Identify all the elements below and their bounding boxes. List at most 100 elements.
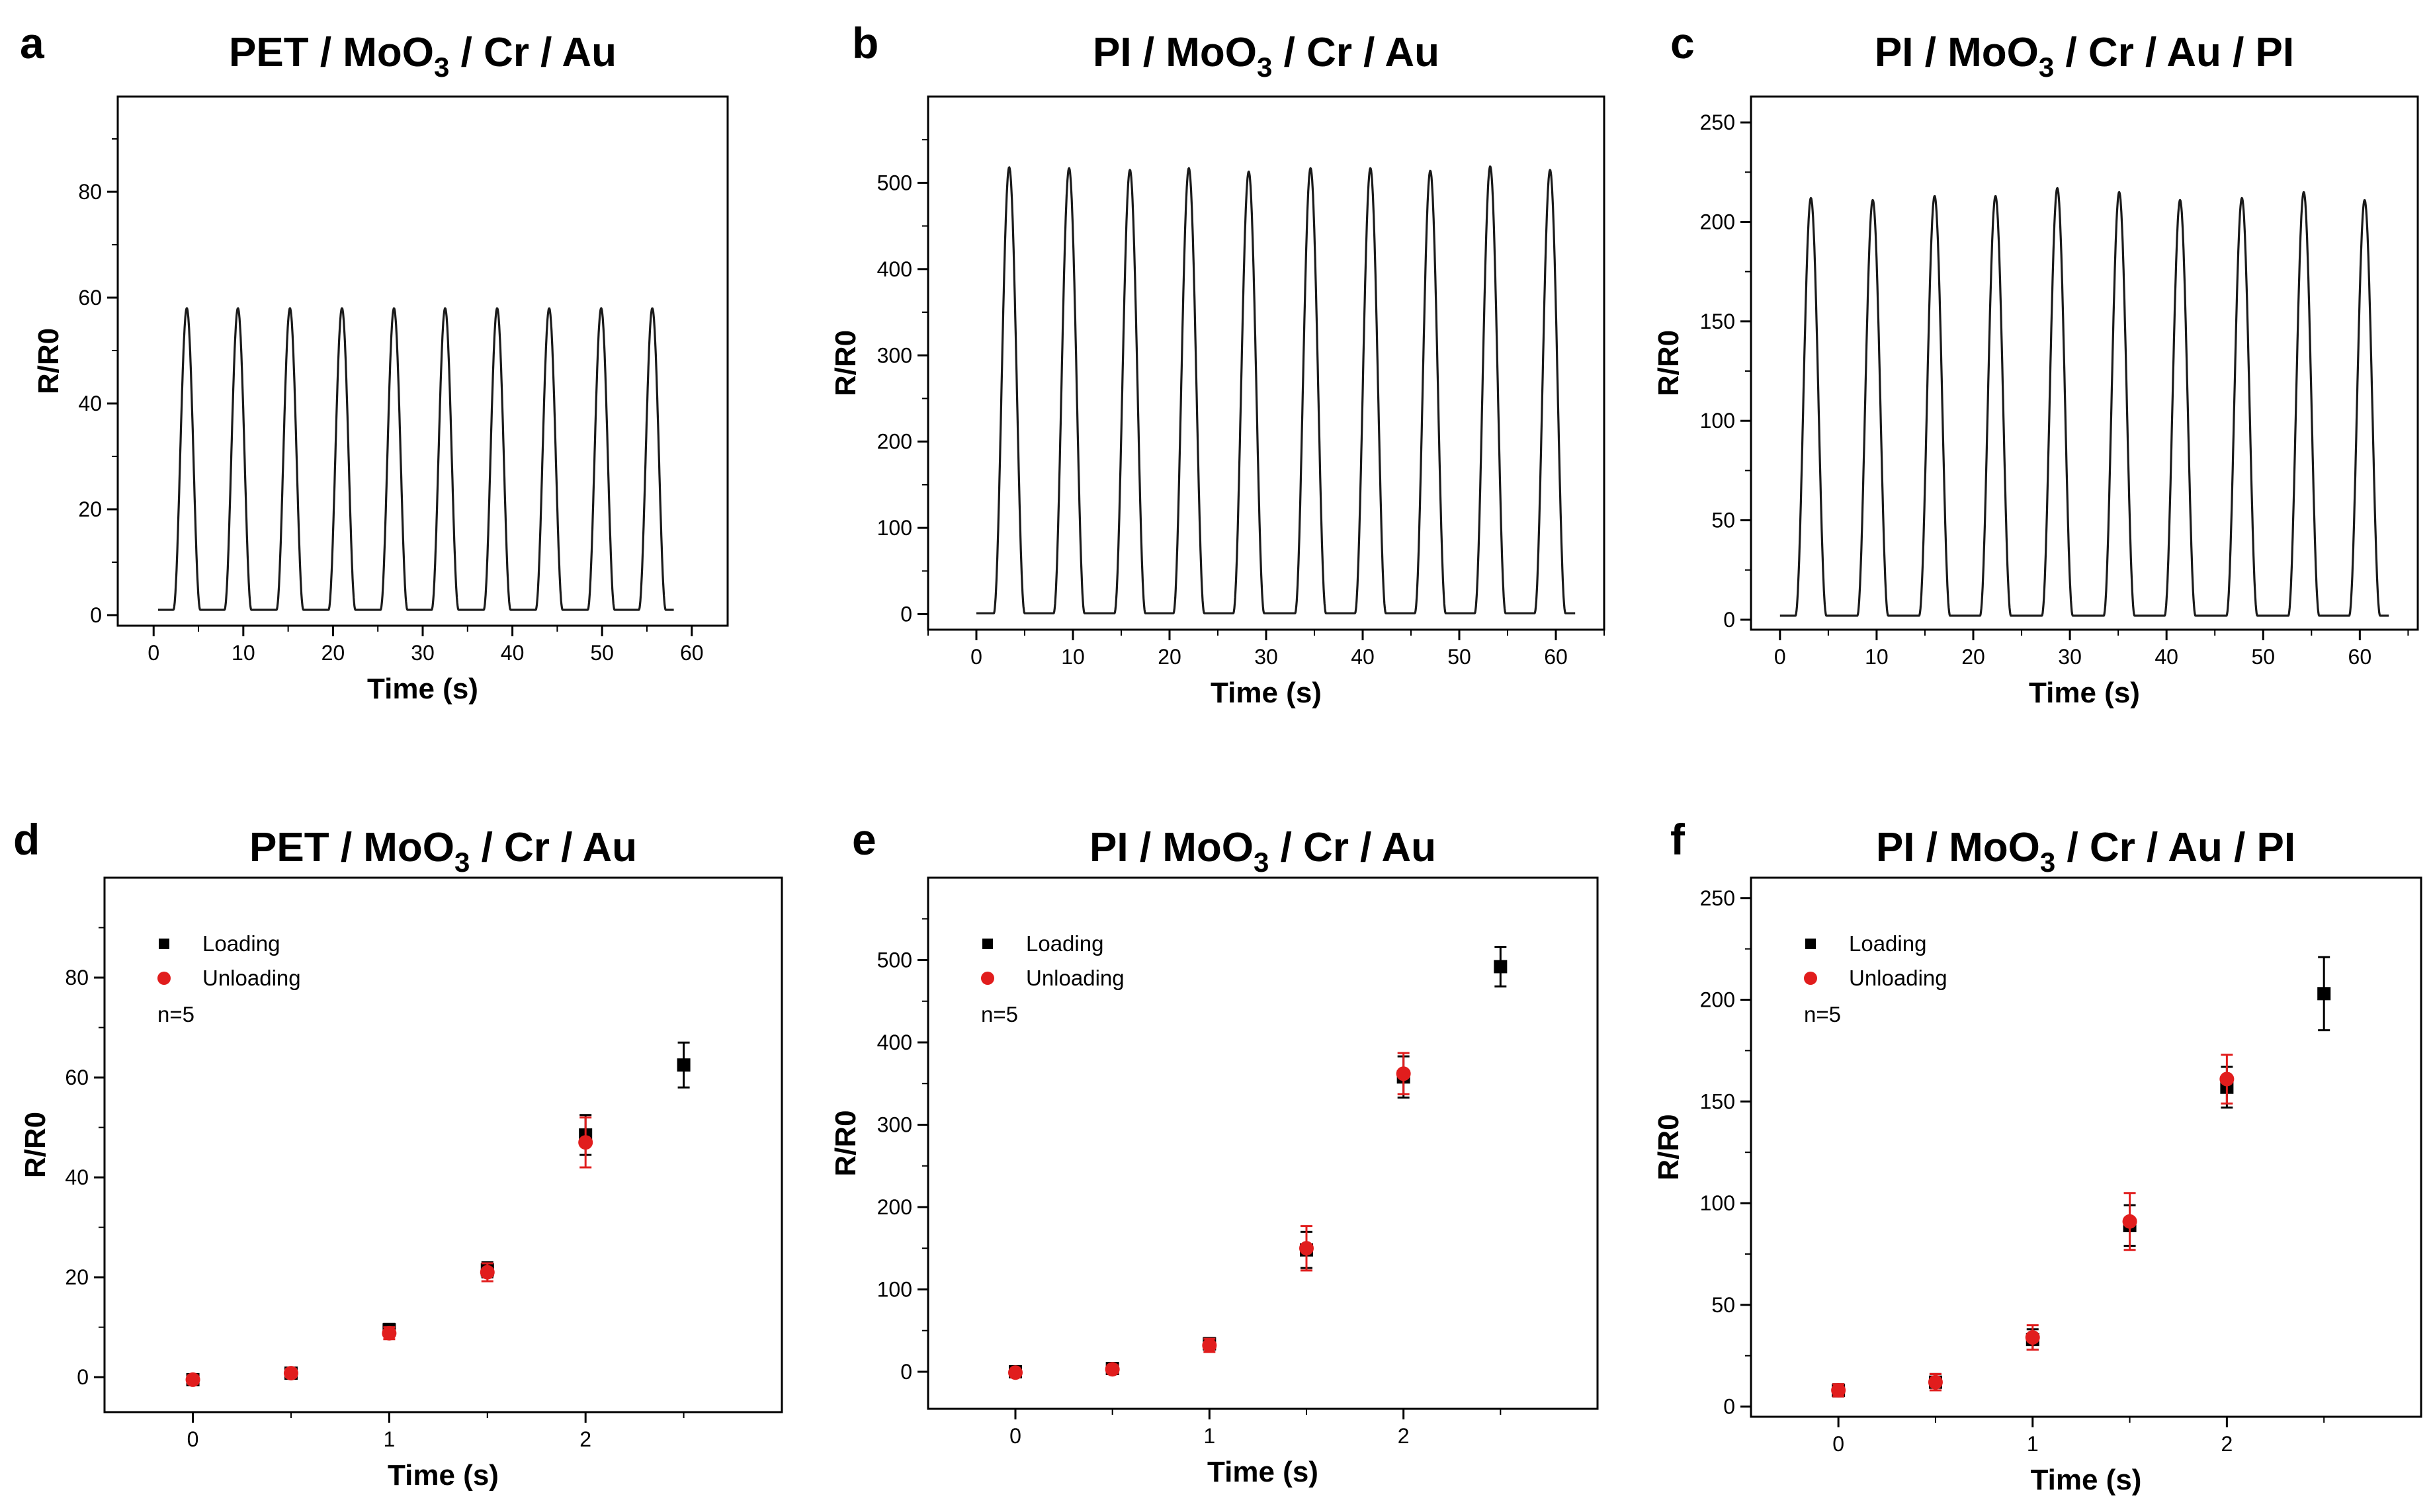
x-tick-label: 60	[1544, 645, 1568, 669]
x-tick-label: 0	[1832, 1432, 1844, 1456]
y-tick-label: 60	[78, 286, 102, 310]
legend-marker-loading	[159, 939, 169, 949]
x-axis-label: Time (s)	[2031, 1464, 2142, 1496]
legend-marker-loading	[1805, 939, 1816, 949]
y-tick-label: 100	[877, 516, 912, 540]
x-tick-label: 1	[2027, 1432, 2039, 1456]
x-axis-label: Time (s)	[388, 1459, 499, 1491]
legend-label-loading: Loading	[1026, 931, 1103, 956]
series-line	[976, 165, 1576, 614]
x-tick-label: 10	[1061, 645, 1085, 669]
panel-title: PI / MoO3 / Cr / Au / PI	[1876, 825, 2295, 878]
data-point-unloading	[1105, 1362, 1120, 1377]
panel-title: PI / MoO3 / Cr / Au	[1093, 30, 1439, 83]
panel-b: b PI / MoO3 / Cr / Au 0 10 20 30 40 50 60 0 100 200…	[830, 19, 1605, 709]
panel-f: f PI / MoO3 / Cr / Au / PI 0 1 2 0 50 100 150 200…	[1652, 815, 2422, 1496]
y-tick-label: 300	[877, 343, 912, 367]
panel-label: d	[13, 815, 40, 864]
panel-c: c PI / MoO3 / Cr / Au / PI 0 10 20 30 40 50 60 0 5…	[1652, 19, 2419, 709]
x-tick-label: 10	[1865, 645, 1889, 669]
data-point-unloading	[2122, 1214, 2137, 1229]
y-tick-label: 20	[78, 497, 102, 521]
panel-title: PI / MoO3 / Cr / Au	[1089, 825, 1436, 878]
y-tick-label: 200	[1700, 210, 1735, 233]
y-tick-label: 40	[78, 392, 102, 415]
x-tick-label: 60	[680, 641, 704, 665]
y-tick-label: 40	[65, 1165, 89, 1189]
plot-frame	[116, 95, 729, 627]
plot-frame	[927, 876, 1599, 1410]
legend-marker-unloading	[1804, 972, 1817, 985]
y-tick-label: 20	[65, 1265, 89, 1289]
panel-label: f	[1670, 815, 1686, 864]
data-point-unloading	[1008, 1365, 1023, 1380]
y-tick-label: 0	[77, 1365, 89, 1389]
y-tick-label: 250	[1700, 110, 1735, 134]
legend: Loading Unloading	[157, 931, 301, 990]
plot-frame	[1750, 876, 2422, 1418]
x-tick-label: 0	[1009, 1424, 1021, 1448]
x-tick-label: 0	[1774, 645, 1786, 669]
x-tick-label: 1	[1203, 1424, 1215, 1448]
y-tick-label: 0	[1723, 1395, 1735, 1419]
x-tick-label: 2	[579, 1427, 591, 1451]
x-axis-label: Time (s)	[1207, 1456, 1318, 1488]
y-tick-label: 0	[900, 1360, 912, 1384]
data-point-loading	[1494, 960, 1508, 974]
x-tick-label: 20	[321, 641, 345, 665]
data-point-unloading	[1202, 1338, 1217, 1353]
x-tick-label: 0	[187, 1427, 199, 1451]
data-point-unloading	[283, 1366, 298, 1381]
data-point-unloading	[1299, 1241, 1314, 1256]
panel-title: PI / MoO3 / Cr / Au / PI	[1875, 30, 2294, 83]
legend-label-unloading: Unloading	[1026, 966, 1125, 990]
x-tick-label: 10	[232, 641, 255, 665]
legend-marker-loading	[982, 939, 993, 949]
legend-marker-unloading	[157, 972, 171, 985]
y-tick-label: 200	[877, 1195, 912, 1219]
y-tick-label: 50	[1711, 1293, 1735, 1317]
y-tick-label: 150	[1700, 310, 1735, 333]
plot-frame	[1750, 95, 2419, 631]
x-tick-label: 30	[2058, 645, 2082, 669]
panel-title: PET / MoO3 / Cr / Au	[229, 30, 617, 83]
y-tick-label: 250	[1700, 886, 1735, 910]
panel-e: e PI / MoO3 / Cr / Au 0 1 2 0 100 200 300 400 500 T…	[830, 815, 1599, 1488]
x-tick-label: 50	[2251, 645, 2275, 669]
x-tick-label: 50	[590, 641, 614, 665]
data-point-unloading	[2219, 1071, 2235, 1087]
y-tick-label: 0	[900, 603, 912, 626]
panel-label: c	[1670, 19, 1695, 67]
y-tick-label: 100	[1700, 1191, 1735, 1215]
y-axis-label: R/R0	[19, 1112, 52, 1178]
y-tick-label: 80	[65, 966, 89, 989]
y-tick-label: 500	[877, 171, 912, 194]
y-tick-label: 80	[78, 180, 102, 204]
y-tick-label: 200	[877, 430, 912, 454]
data-point-unloading	[1928, 1374, 1943, 1390]
x-tick-label: 0	[970, 645, 982, 669]
y-tick-label: 300	[877, 1113, 912, 1136]
y-tick-label: 60	[65, 1066, 89, 1089]
sample-count-note: n=5	[157, 1002, 194, 1027]
panel-label: a	[20, 19, 45, 67]
x-tick-label: 30	[1254, 645, 1278, 669]
x-axis-label: Time (s)	[2029, 677, 2140, 709]
y-axis-label: R/R0	[830, 330, 862, 396]
y-axis-label: R/R0	[1652, 330, 1685, 396]
y-tick-label: 200	[1700, 988, 1735, 1012]
panel-title: PET / MoO3 / Cr / Au	[249, 825, 637, 878]
y-tick-label: 150	[1700, 1089, 1735, 1113]
data-point-unloading	[2025, 1330, 2040, 1345]
x-tick-label: 0	[148, 641, 159, 665]
legend: Loading Unloading	[1804, 931, 1947, 990]
data-point-unloading	[578, 1135, 593, 1150]
panel-label: e	[852, 815, 876, 864]
x-tick-label: 60	[2348, 645, 2372, 669]
legend-label-unloading: Unloading	[1849, 966, 1947, 990]
x-tick-label: 2	[1398, 1424, 1410, 1448]
panel-a: a PET / MoO3 / Cr / Au 0 10 20 30 40 50 60 0 20 40 6…	[20, 19, 729, 705]
y-tick-label: 500	[877, 948, 912, 972]
